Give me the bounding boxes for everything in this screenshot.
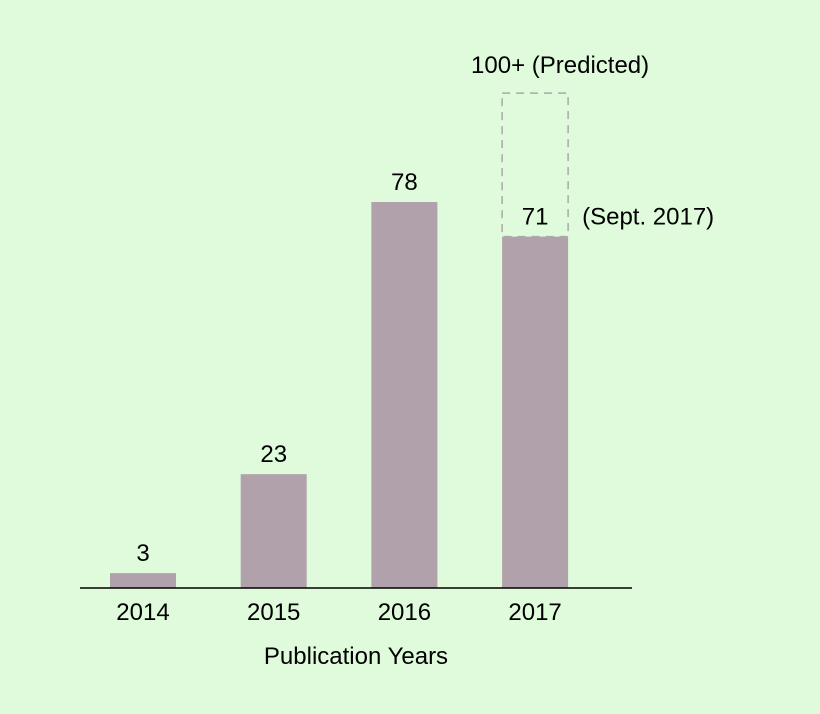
x-tick-label-2014: 2014 (116, 599, 169, 626)
x-tick-label-2015: 2015 (247, 599, 300, 626)
x-axis-label: Publication Years (264, 643, 448, 670)
predicted-bar-outline (501, 92, 569, 238)
bars-group (110, 92, 569, 588)
value-label-2016: 78 (391, 169, 418, 196)
value-labels-group: 3 23 78 71 100+ (Predicted) (Sept. 2017) (136, 52, 714, 567)
bar-2016 (371, 202, 438, 588)
bar-2015 (240, 474, 307, 588)
date-annotation: (Sept. 2017) (582, 204, 714, 231)
value-label-2015: 23 (260, 441, 287, 468)
bar-2014 (110, 573, 176, 588)
x-tick-label-2016: 2016 (378, 599, 431, 626)
x-tick-label-2017: 2017 (508, 599, 561, 626)
value-label-2014: 3 (136, 540, 149, 567)
x-tick-labels-group: 2014 2015 2016 2017 (116, 599, 561, 626)
bar-2017 (502, 236, 569, 588)
predicted-label: 100+ (Predicted) (471, 52, 649, 79)
value-label-2017: 71 (522, 204, 549, 231)
